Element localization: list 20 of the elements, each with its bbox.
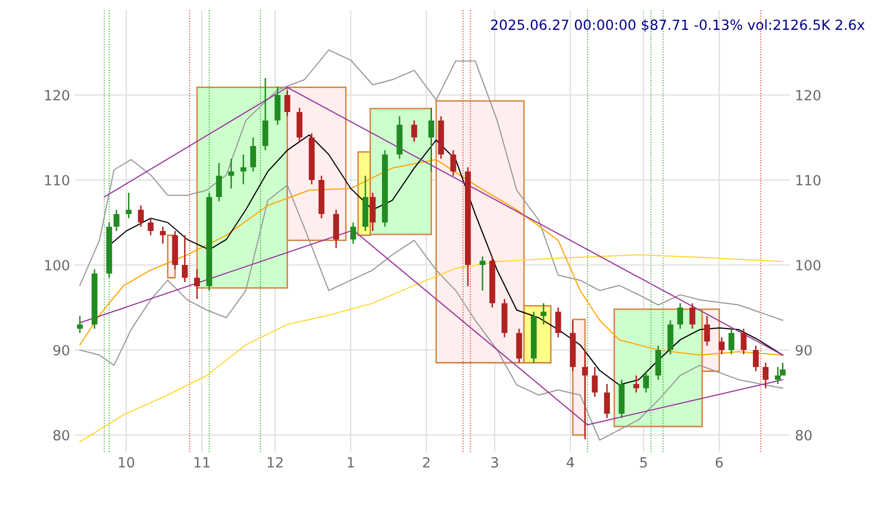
y2-tick-label: 110 xyxy=(796,174,820,186)
x-tick-label: 6 xyxy=(716,457,723,468)
y-tick-label: 100 xyxy=(45,260,70,270)
y2-tick-label: 90 xyxy=(796,344,812,356)
x-tick-label: 1 xyxy=(348,457,354,468)
x-tick-label: 3 xyxy=(491,457,498,468)
text: 2025.06.27 00:00:00 $87.71 -0.13% vol:2126.5K 2.6x xyxy=(491,19,865,32)
x-tick-label: 2 xyxy=(423,457,430,468)
y-tick-label: 110 xyxy=(45,174,70,186)
x-tick-label: 12 xyxy=(268,457,283,468)
y2-tick-label: 120 xyxy=(796,90,820,100)
x-tick-label: 11 xyxy=(194,457,210,468)
y2-tick-label: 80 xyxy=(796,430,812,440)
x-tick-label: 5 xyxy=(640,457,647,468)
y-tick-label: 80 xyxy=(53,430,70,440)
y2-tick-label: 100 xyxy=(796,260,820,270)
y-tick-label: 90 xyxy=(53,344,70,356)
x-tick-label: 4 xyxy=(566,457,574,468)
y-tick-label: 120 xyxy=(45,90,70,100)
x-tick-label: 10 xyxy=(118,457,134,468)
